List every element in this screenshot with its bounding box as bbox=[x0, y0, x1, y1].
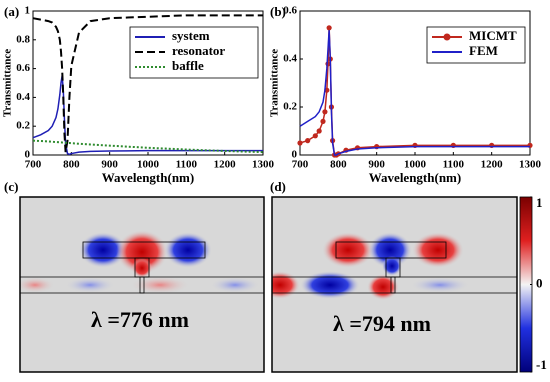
x-axis-label: Wavelength(nm) bbox=[102, 170, 194, 185]
marker bbox=[322, 109, 328, 115]
marker bbox=[305, 138, 311, 144]
y-tick-label: 0.8 bbox=[16, 33, 30, 45]
x-tick-label: 800 bbox=[63, 159, 80, 171]
x-tick-label: 1000 bbox=[404, 159, 427, 171]
x-tick-label: 800 bbox=[330, 159, 347, 171]
y-tick-label: 1 bbox=[25, 5, 31, 17]
y-tick-label: 0 bbox=[292, 149, 298, 161]
y-tick-label: 0.4 bbox=[16, 91, 30, 103]
panel-label: (d) bbox=[270, 179, 286, 194]
x-tick-label: 1100 bbox=[176, 159, 198, 171]
x-tick-label: 900 bbox=[368, 159, 385, 171]
colorbar-ticks: 1 0 -1 bbox=[530, 195, 547, 373]
y-tick-label: 0.4 bbox=[283, 53, 297, 65]
y-tick-label: 0.6 bbox=[16, 62, 30, 74]
legend bbox=[426, 26, 526, 64]
legend-label: resonator bbox=[172, 43, 225, 58]
x-tick-label: 700 bbox=[25, 159, 42, 171]
y-axis-label: Transmittance bbox=[2, 49, 14, 117]
annotation: λ =776 nm bbox=[91, 307, 189, 332]
y-axis-label: Transmittance bbox=[269, 49, 281, 117]
colorbar-tick-label: 1 bbox=[536, 195, 543, 210]
field-map-c bbox=[20, 197, 264, 372]
panel-label: (a) bbox=[4, 4, 19, 19]
x-tick-label: 1300 bbox=[252, 159, 275, 171]
marker bbox=[320, 118, 326, 124]
series-line bbox=[32, 75, 263, 156]
frame bbox=[19, 196, 265, 373]
legend-label: system bbox=[172, 28, 210, 43]
frame bbox=[271, 196, 518, 373]
charts: 700 800 900 1000 1100 1200 1300 0 0.2 0.4 0.6 0.8 1 W… bbox=[2, 4, 542, 185]
marker bbox=[297, 140, 303, 146]
y-tick-label: 0.6 bbox=[283, 5, 297, 17]
colorbar-tick-label: 0 bbox=[536, 275, 543, 290]
x-tick-label: 1200 bbox=[214, 159, 237, 171]
x-tick-label: 1000 bbox=[137, 159, 160, 171]
legend-marker bbox=[443, 33, 451, 41]
panel-label: (b) bbox=[270, 4, 286, 19]
marker bbox=[312, 133, 318, 139]
x-tick-label: 1300 bbox=[519, 159, 542, 171]
panel-label: (c) bbox=[4, 179, 18, 194]
legend-label: MICMT bbox=[469, 28, 517, 43]
x-axis-label: Wavelength(nm) bbox=[369, 170, 461, 185]
y-tick-label: 0.2 bbox=[283, 101, 297, 113]
series-line bbox=[32, 139, 264, 154]
marker bbox=[316, 128, 322, 134]
x-tick-label: 1100 bbox=[443, 159, 465, 171]
series-line bbox=[32, 14, 263, 153]
x-tick-label: 700 bbox=[292, 159, 309, 171]
y-tick-label: 0 bbox=[25, 149, 31, 161]
field-map-d bbox=[272, 197, 517, 372]
y-tick-label: 0.2 bbox=[16, 120, 30, 132]
x-tick-label: 900 bbox=[101, 159, 118, 171]
chart: 700 800 900 1000 1100 1200 1300 0 0.2 0.4 0.6 Wavel… bbox=[269, 4, 542, 185]
x-tick-label: 1200 bbox=[481, 159, 504, 171]
annotation: λ =794 nm bbox=[333, 311, 431, 336]
legend-label: FEM bbox=[469, 43, 498, 58]
chart: 700 800 900 1000 1100 1200 1300 0 0.2 0.4 0.6 0.8 1 W… bbox=[2, 4, 275, 185]
legend-label: baffle bbox=[172, 58, 204, 73]
marker bbox=[326, 25, 332, 31]
series-line bbox=[299, 30, 530, 156]
colorbar-tick-label: -1 bbox=[536, 357, 547, 372]
